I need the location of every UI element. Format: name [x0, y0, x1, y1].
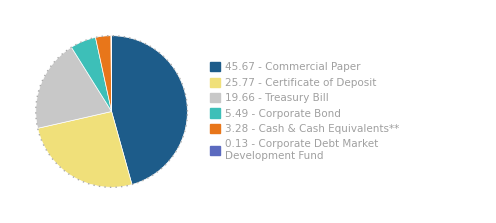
Wedge shape [36, 47, 112, 128]
Legend: 45.67 - Commercial Paper, 25.77 - Certificate of Deposit, 19.66 - Treasury Bill,: 45.67 - Commercial Paper, 25.77 - Certif… [210, 62, 399, 161]
Wedge shape [111, 36, 112, 112]
Wedge shape [95, 36, 112, 112]
Wedge shape [71, 37, 112, 112]
Wedge shape [112, 36, 187, 184]
Wedge shape [38, 112, 132, 187]
